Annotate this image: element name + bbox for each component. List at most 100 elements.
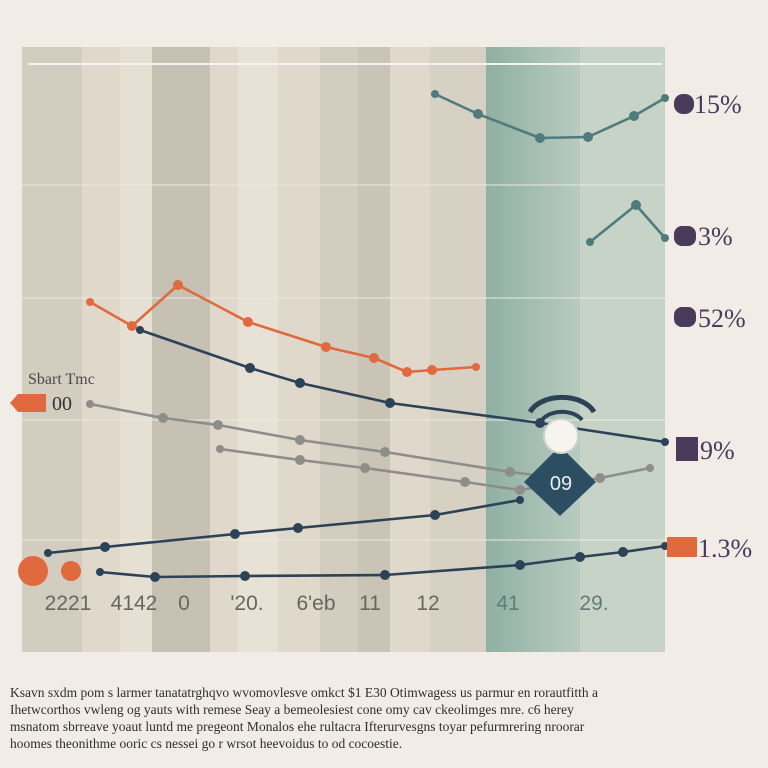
data-point <box>136 326 144 334</box>
data-point <box>380 570 390 580</box>
x-tick-label: 41 <box>496 592 519 615</box>
marker-label: 09 <box>550 473 572 495</box>
data-point <box>158 413 168 423</box>
data-point <box>515 560 525 570</box>
data-point <box>595 473 605 483</box>
series-1 <box>586 200 669 246</box>
right-label: 9% <box>700 436 735 465</box>
series-layer <box>44 90 669 582</box>
marker-diamond <box>524 446 596 516</box>
caption-line: Ihetwcorthos vwleng og yauts with remese… <box>10 702 574 717</box>
data-point <box>100 542 110 552</box>
tag-icon <box>674 226 696 246</box>
series-line <box>434 92 666 140</box>
data-point <box>295 455 305 465</box>
right-label-item: 3% <box>674 222 733 251</box>
series-2 <box>86 280 480 377</box>
x-tick-label: 29. <box>579 592 608 615</box>
series-line <box>47 498 521 555</box>
tag-icon <box>10 394 46 412</box>
series-0 <box>431 90 669 143</box>
data-point <box>618 547 628 557</box>
band <box>238 47 278 652</box>
data-point <box>295 378 305 388</box>
series-line <box>99 544 666 579</box>
data-point <box>380 447 390 457</box>
data-point <box>661 94 669 102</box>
data-point <box>295 435 305 445</box>
data-point <box>321 342 331 352</box>
data-point <box>230 529 240 539</box>
right-label-item: 1.3% <box>667 534 752 563</box>
x-tick-label: 0 <box>178 592 190 615</box>
data-point <box>430 510 440 520</box>
x-tick-label: 12 <box>416 592 439 615</box>
data-point <box>472 363 480 371</box>
right-label-item: 15% <box>674 90 742 119</box>
x-tick-label: 2221 <box>45 592 92 615</box>
data-point <box>515 485 525 495</box>
marker-knob <box>543 418 579 454</box>
series-7 <box>96 542 669 582</box>
data-point <box>173 280 183 290</box>
tag-icon <box>674 94 694 114</box>
data-point <box>213 420 223 430</box>
left-labels: Sbart Tmc 00 <box>10 371 95 586</box>
data-point <box>150 572 160 582</box>
data-point <box>427 365 437 375</box>
series-5 <box>216 445 654 495</box>
signal-arc-inner <box>540 409 584 422</box>
data-point <box>661 234 669 242</box>
right-label-item: 9% <box>676 436 735 465</box>
right-label: 52% <box>698 304 746 333</box>
tag-icon <box>674 307 696 327</box>
data-point <box>646 464 654 472</box>
x-axis-ticks: 2221 4142 0 '20. 6'eb 11 12 41 29. <box>45 592 609 615</box>
caption-line: hoomes theonithme ooric cs nessei go r w… <box>10 736 403 751</box>
series-6 <box>44 496 524 557</box>
caption-line: msnatom sbrreave yoaut luntd me pregeont… <box>10 719 585 734</box>
tag-icon <box>676 437 698 461</box>
right-label: 15% <box>694 90 742 119</box>
caption: Ksavn sxdm pom s larmer tanatatrghqvo wv… <box>10 684 760 752</box>
pin-icon <box>18 556 48 586</box>
data-point <box>473 109 483 119</box>
band <box>358 47 390 652</box>
band <box>120 47 152 652</box>
value-marker: 09 <box>524 394 597 516</box>
data-point <box>460 477 470 487</box>
data-point <box>369 353 379 363</box>
x-tick-label: 4142 <box>111 592 158 615</box>
data-point <box>86 400 94 408</box>
band <box>430 47 486 652</box>
data-point <box>586 238 594 246</box>
data-point <box>245 363 255 373</box>
series-4 <box>86 400 564 482</box>
caption-line: Ksavn sxdm pom s larmer tanatatrghqvo wv… <box>10 685 599 700</box>
data-point <box>243 317 253 327</box>
left-value-label: 00 <box>52 393 72 415</box>
data-point <box>505 467 515 477</box>
data-point <box>96 568 104 576</box>
data-point <box>216 445 224 453</box>
data-point <box>293 523 303 533</box>
data-point <box>385 398 395 408</box>
x-tick-label: 6'eb <box>296 592 335 615</box>
data-point <box>431 90 439 98</box>
data-point <box>516 496 524 504</box>
tag-icon <box>667 537 697 557</box>
left-series-label: Sbart Tmc <box>28 371 95 388</box>
data-point <box>360 463 370 473</box>
data-point <box>631 200 641 210</box>
right-label: 3% <box>698 222 733 251</box>
x-tick-label: '20. <box>230 592 263 615</box>
data-point <box>629 111 639 121</box>
right-labels: 15% 3% 52% 9% 1.3% <box>667 90 752 563</box>
data-point <box>127 321 137 331</box>
data-point <box>44 549 52 557</box>
x-tick-label: 11 <box>359 592 381 615</box>
data-point <box>402 367 412 377</box>
data-point <box>86 298 94 306</box>
right-label-item: 52% <box>674 304 746 333</box>
